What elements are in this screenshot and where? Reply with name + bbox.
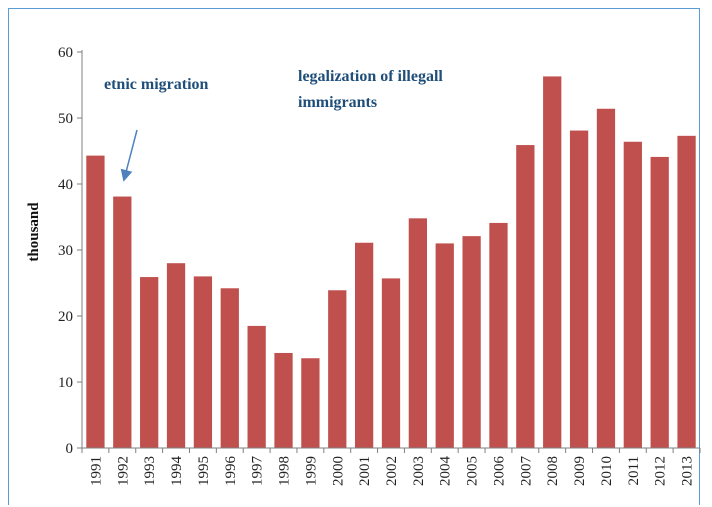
bar-1993 — [140, 277, 159, 448]
x-tick-label-2004: 2004 — [438, 456, 454, 487]
bar-2010 — [596, 108, 616, 448]
bar-2007 — [516, 145, 535, 448]
x-tick-label-2007: 2007 — [518, 456, 534, 487]
y-tick-label-50: 50 — [58, 111, 73, 127]
y-tick-label-0: 0 — [66, 441, 74, 457]
bar-1995 — [193, 276, 213, 448]
x-tick-label-2002: 2002 — [384, 456, 400, 486]
x-tick-label-1997: 1997 — [250, 456, 266, 487]
x-tick-label-1993: 1993 — [142, 456, 158, 486]
bar-1996 — [220, 288, 239, 448]
bar-2004 — [435, 243, 454, 448]
bar-2009 — [569, 130, 589, 449]
bars-group — [86, 76, 696, 449]
bar-2000 — [328, 290, 347, 448]
bar-1997 — [247, 325, 266, 448]
bar-2012 — [650, 156, 669, 448]
x-tick-label-2001: 2001 — [357, 456, 373, 486]
x-tick-label-2006: 2006 — [491, 456, 507, 487]
x-tick-label-1994: 1994 — [169, 456, 185, 487]
x-tick-label-1991: 1991 — [88, 456, 104, 486]
x-tick-label-1995: 1995 — [196, 456, 212, 486]
annotation-legalization-line2: immigrants — [298, 94, 377, 111]
y-tick-label-20: 20 — [58, 309, 73, 325]
x-tick-label-2003: 2003 — [411, 456, 427, 486]
y-ticks-group: 0 10 20 30 40 50 60 — [58, 45, 82, 457]
x-tick-label-2000: 2000 — [330, 456, 346, 486]
x-tick-label-2013: 2013 — [680, 456, 696, 486]
x-tick-label-2008: 2008 — [545, 456, 561, 486]
bar-2011 — [623, 141, 642, 448]
y-axis-label: thousand — [26, 202, 42, 262]
x-tick-label-2009: 2009 — [572, 456, 588, 486]
x-tick-label-1992: 1992 — [115, 456, 131, 486]
bar-2001 — [354, 242, 374, 448]
annotation-legalization-line1: legalization of illegall — [298, 68, 443, 85]
y-tick-label-30: 30 — [58, 243, 73, 259]
bar-2006 — [489, 222, 508, 448]
bar-1991 — [86, 155, 105, 448]
x-tick-label-2012: 2012 — [653, 456, 669, 486]
bar-2002 — [381, 278, 401, 448]
bar-1998 — [274, 352, 293, 448]
x-tick-label-2011: 2011 — [626, 456, 642, 485]
y-tick-label-10: 10 — [58, 375, 73, 391]
x-ticks-group: 1991 1992 1993 1994 1995 1996 1997 1998 1999 2000… — [81, 448, 701, 487]
bar-1992 — [113, 196, 132, 448]
bar-2005 — [462, 236, 481, 448]
x-tick-label-1999: 1999 — [303, 456, 319, 486]
bar-1999 — [301, 358, 320, 448]
y-tick-label-60: 60 — [58, 45, 73, 61]
bar-2013 — [677, 135, 696, 448]
x-tick-label-2010: 2010 — [599, 456, 615, 486]
annotation-arrow — [120, 129, 138, 182]
bar-2008 — [543, 76, 562, 449]
x-tick-label-1996: 1996 — [223, 456, 239, 487]
annotation-etnic-migration: etnic migration — [104, 76, 209, 93]
y-tick-label-40: 40 — [58, 177, 73, 193]
bar-1994 — [166, 263, 186, 448]
x-tick-label-2005: 2005 — [465, 456, 481, 486]
bar-2003 — [408, 218, 427, 448]
x-tick-label-1998: 1998 — [277, 456, 293, 486]
